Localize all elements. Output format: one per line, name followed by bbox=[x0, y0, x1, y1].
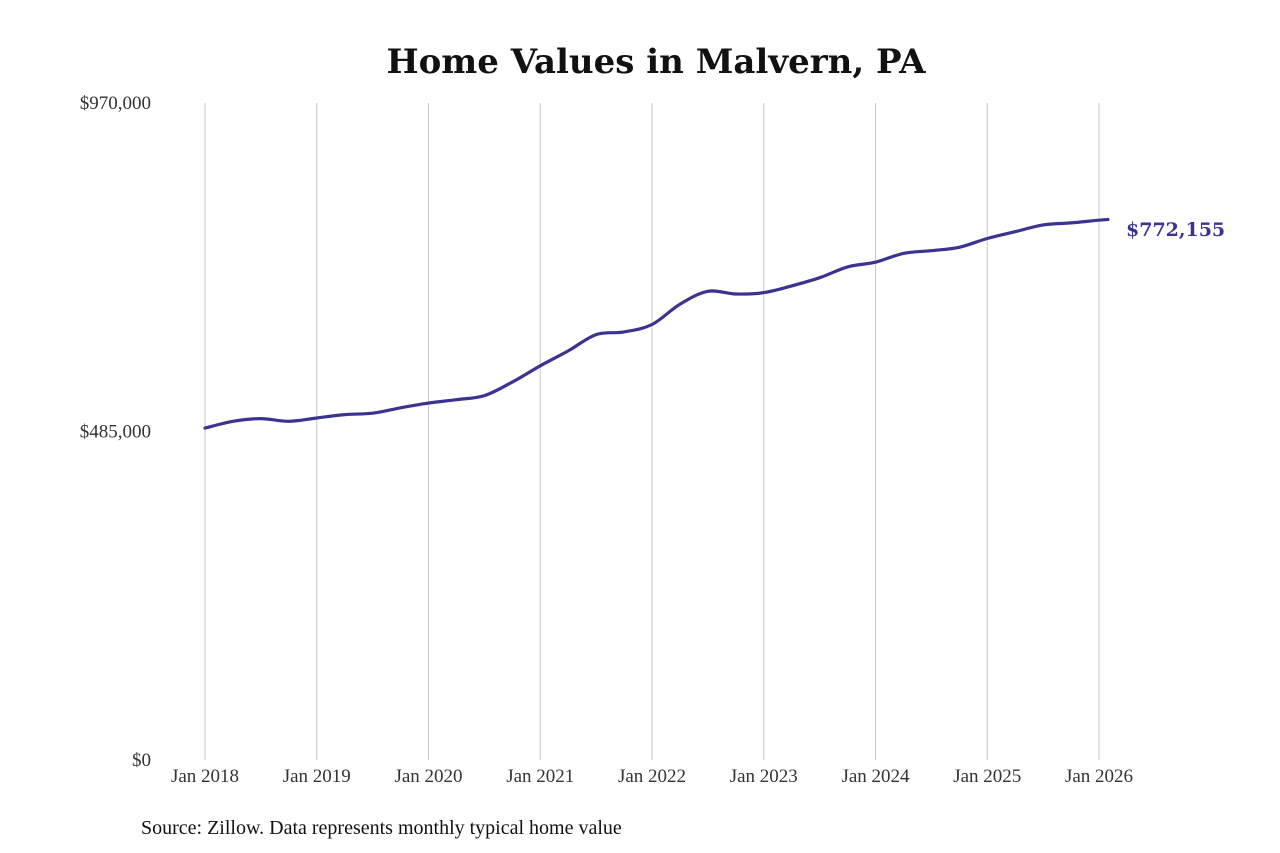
x-tick-label: Jan 2020 bbox=[394, 766, 462, 787]
y-tick-label: $0 bbox=[132, 750, 151, 771]
x-tick-label: Jan 2018 bbox=[171, 766, 239, 787]
series-line bbox=[203, 217, 1110, 430]
series-layer bbox=[203, 217, 1110, 430]
y-axis-ticks: $0 $485,000 $970,000 bbox=[80, 93, 151, 771]
x-tick-label: Jan 2021 bbox=[506, 766, 574, 787]
chart-title: Home Values in Malvern, PA bbox=[386, 42, 926, 82]
y-tick-label: $485,000 bbox=[80, 422, 151, 443]
gridlines bbox=[204, 103, 1100, 760]
x-tick-label: Jan 2019 bbox=[283, 766, 351, 787]
x-tick-label: Jan 2023 bbox=[730, 766, 798, 787]
x-tick-label: Jan 2024 bbox=[841, 766, 910, 787]
source-note: Source: Zillow. Data represents monthly … bbox=[141, 817, 622, 839]
last-value-label: $772,155 bbox=[1126, 219, 1225, 241]
x-tick-label: Jan 2025 bbox=[953, 766, 1021, 787]
x-tick-label: Jan 2022 bbox=[618, 766, 686, 787]
y-tick-label: $970,000 bbox=[80, 93, 151, 114]
x-tick-label: Jan 2026 bbox=[1065, 766, 1133, 787]
x-axis-ticks: Jan 2018 Jan 2019 Jan 2020 Jan 2021 Jan 2022… bbox=[171, 766, 1133, 787]
